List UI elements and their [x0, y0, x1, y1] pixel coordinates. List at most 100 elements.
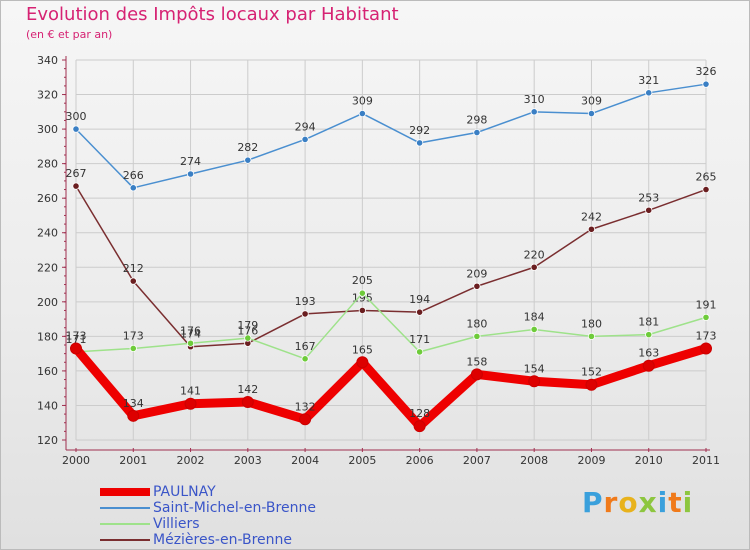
data-point-mezieres-en-brenne [473, 282, 481, 290]
data-point-saint-michel-en-brenne [129, 184, 137, 192]
x-tick-label: 2000 [62, 454, 90, 467]
data-label-villiers: 173 [123, 329, 144, 342]
data-label-paulnay: 134 [123, 397, 144, 410]
logo-letter: i [682, 486, 694, 519]
data-label-villiers: 179 [237, 319, 258, 332]
data-point-villiers [244, 334, 252, 342]
data-label-saint-michel-en-brenne: 294 [295, 120, 316, 133]
data-label-paulnay: 141 [180, 385, 201, 398]
data-point-saint-michel-en-brenne [416, 139, 424, 147]
data-point-mezieres-en-brenne [530, 263, 538, 271]
data-point-villiers [645, 331, 653, 339]
series-line-mezieres-en-brenne [75, 185, 707, 348]
series-line-paulnay [71, 343, 711, 431]
data-label-saint-michel-en-brenne: 282 [237, 141, 258, 154]
data-point-saint-michel-en-brenne [244, 156, 252, 164]
data-point-paulnay [585, 378, 598, 391]
data-label-saint-michel-en-brenne: 309 [581, 95, 602, 108]
data-label-saint-michel-en-brenne: 266 [123, 169, 144, 182]
data-label-villiers: 180 [581, 317, 602, 330]
legend-label: PAULNAY [153, 484, 216, 500]
data-label-mezieres-en-brenne: 220 [524, 248, 545, 261]
legend-swatch [100, 539, 150, 541]
proxiti-logo: Proxiti [582, 486, 693, 519]
legend-label: Mézières-en-Brenne [153, 532, 293, 548]
data-label-paulnay: 158 [466, 355, 487, 368]
y-tick-label: 240 [37, 227, 58, 240]
data-label-mezieres-en-brenne: 242 [581, 210, 602, 223]
data-label-mezieres-en-brenne: 176 [237, 324, 258, 337]
data-label-mezieres-en-brenne: 193 [295, 295, 316, 308]
data-point-saint-michel-en-brenne [645, 89, 653, 97]
data-label-villiers: 171 [409, 333, 430, 346]
data-label-villiers: 184 [524, 310, 545, 323]
data-label-saint-michel-en-brenne: 321 [638, 74, 659, 87]
data-label-villiers: 181 [638, 316, 659, 329]
y-tick-label: 120 [37, 434, 58, 447]
x-tick-label: 2009 [577, 454, 605, 467]
data-label-paulnay: 173 [66, 329, 87, 342]
data-point-mezieres-en-brenne [645, 206, 653, 214]
x-tick-label: 2003 [234, 454, 262, 467]
data-label-saint-michel-en-brenne: 310 [524, 93, 545, 106]
data-label-mezieres-en-brenne: 209 [466, 267, 487, 280]
data-point-saint-michel-en-brenne [473, 128, 481, 137]
data-point-villiers [702, 313, 710, 321]
series-line-saint-michel-en-brenne [75, 83, 707, 189]
data-point-mezieres-en-brenne [416, 308, 424, 316]
data-point-villiers [358, 289, 366, 297]
data-point-paulnay [642, 359, 655, 372]
x-tick-label: 2006 [406, 454, 434, 467]
data-label-paulnay: 154 [524, 362, 545, 375]
data-point-saint-michel-en-brenne [530, 108, 538, 116]
data-label-mezieres-en-brenne: 253 [638, 191, 659, 204]
data-label-mezieres-en-brenne: 195 [352, 291, 373, 304]
y-tick-label: 320 [37, 89, 58, 102]
data-point-mezieres-en-brenne [129, 277, 137, 285]
data-point-paulnay [700, 342, 712, 355]
data-label-mezieres-en-brenne: 267 [66, 167, 87, 180]
data-point-villiers [530, 325, 538, 334]
x-tick-label: 2004 [291, 454, 319, 467]
x-tick-label: 2011 [692, 454, 720, 467]
logo-letter: P [582, 486, 604, 519]
legend-label: Villiers [153, 516, 200, 532]
y-tick-label: 220 [37, 261, 58, 274]
data-point-paulnay [413, 420, 426, 433]
logo-letter: o [618, 486, 639, 519]
y-tick-label: 340 [37, 54, 58, 67]
data-label-paulnay: 128 [409, 407, 430, 420]
x-tick-label: 2002 [177, 454, 205, 467]
data-point-villiers [186, 339, 195, 347]
data-point-paulnay [299, 413, 312, 426]
data-label-villiers: 191 [696, 298, 717, 311]
data-point-villiers [301, 355, 309, 363]
data-point-mezieres-en-brenne [702, 185, 710, 194]
data-point-villiers [473, 332, 481, 340]
data-point-mezieres-en-brenne [72, 182, 80, 190]
logo-letter: r [603, 486, 619, 519]
data-point-villiers [587, 332, 596, 340]
data-point-mezieres-en-brenne [358, 306, 366, 315]
data-label-mezieres-en-brenne: 194 [409, 293, 430, 306]
data-point-saint-michel-en-brenne [587, 109, 596, 118]
data-label-paulnay: 132 [295, 400, 316, 413]
data-label-paulnay: 142 [237, 383, 258, 396]
data-label-villiers: 180 [466, 317, 487, 330]
series-line-villiers [75, 292, 707, 360]
data-point-paulnay [470, 368, 483, 381]
data-point-paulnay [528, 375, 541, 388]
y-tick-label: 300 [37, 123, 58, 136]
data-label-mezieres-en-brenne: 174 [180, 328, 201, 341]
data-point-paulnay [127, 409, 140, 422]
data-point-paulnay [70, 342, 82, 355]
data-point-paulnay [184, 397, 197, 410]
x-tick-label: 2005 [348, 454, 376, 467]
logo-letter: t [668, 486, 683, 519]
data-label-saint-michel-en-brenne: 298 [466, 114, 487, 127]
legend-label: Saint-Michel-en-Brenne [153, 500, 316, 516]
data-label-villiers: 171 [66, 333, 87, 346]
x-tick-label: 2010 [635, 454, 663, 467]
